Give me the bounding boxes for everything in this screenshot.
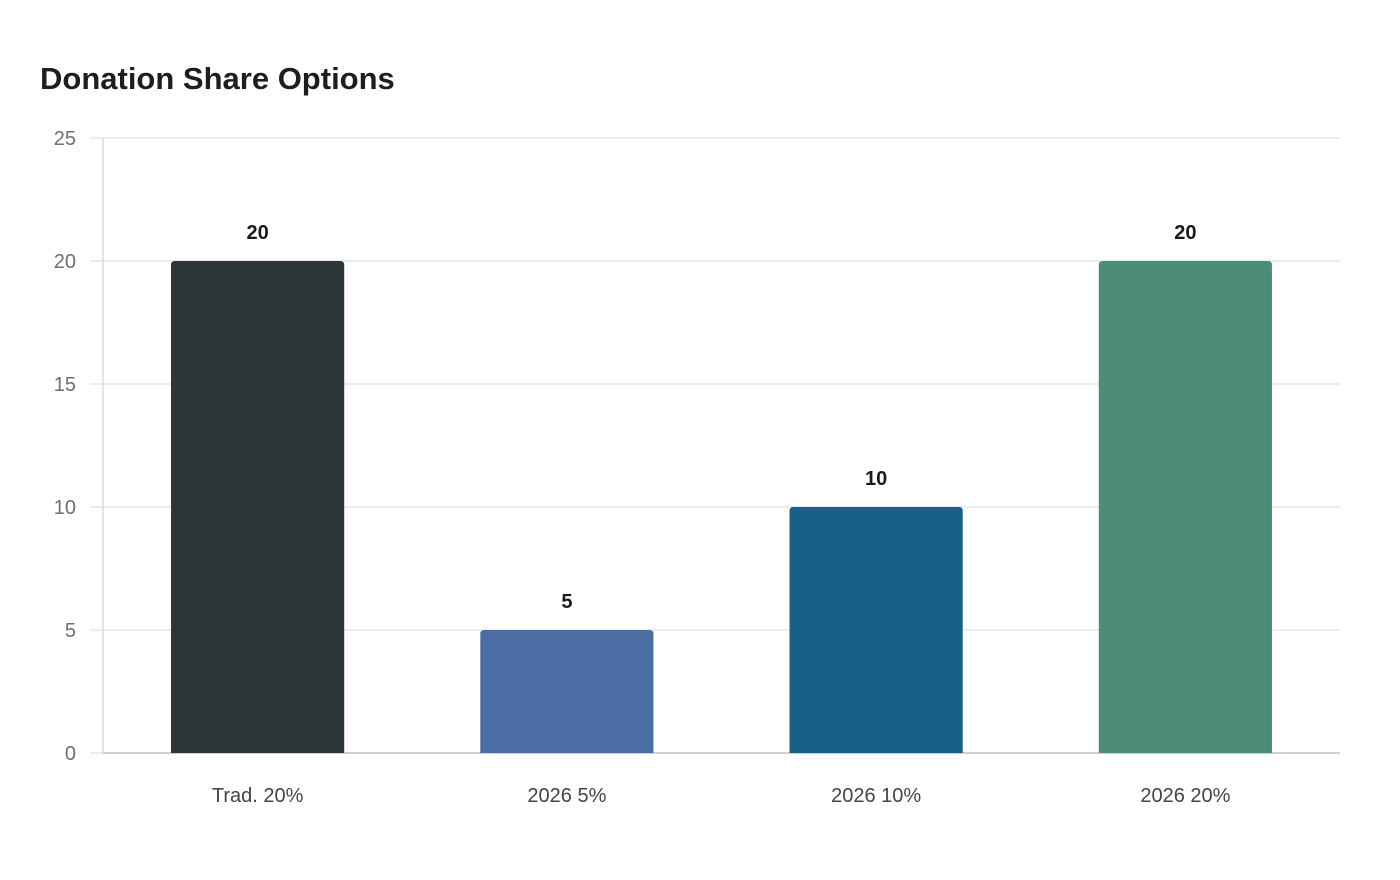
x-tick-label: 2026 10% [831,785,921,807]
data-label: 20 [1174,222,1196,244]
y-tick-label: 5 [65,620,76,642]
bar [789,507,963,753]
y-tick-label: 15 [54,374,76,396]
bar [480,630,654,753]
chart-title: Donation Share Options [40,61,395,96]
x-tick-label: Trad. 20% [212,785,304,807]
y-tick-label: 25 [54,128,76,150]
bars [171,261,1272,753]
data-label: 10 [865,468,887,490]
y-tick-label: 10 [54,497,76,519]
bar [1098,261,1272,753]
x-tick-label: 2026 20% [1140,785,1230,807]
y-tick-label: 0 [65,743,76,765]
bar [171,261,345,753]
data-label: 20 [247,222,269,244]
y-tick-label: 20 [54,251,76,273]
y-tick-labels: 0 5 10 15 20 25 [54,128,76,765]
data-labels: 20 5 10 20 [247,222,1197,613]
x-tick-labels: Trad. 20% 2026 5% 2026 10% 2026 20% [212,785,1231,807]
data-label: 5 [561,591,572,613]
x-tick-label: 2026 5% [527,785,606,807]
